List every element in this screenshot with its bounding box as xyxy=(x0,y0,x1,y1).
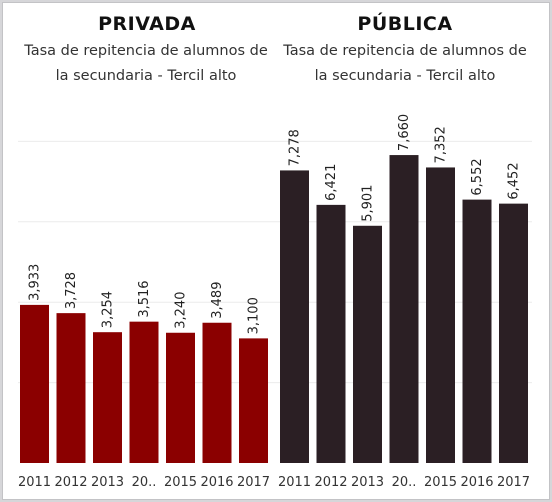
privada-bar xyxy=(129,321,159,463)
publica-x-tick-label: 2015 xyxy=(424,475,457,490)
privada-bar xyxy=(93,332,122,463)
publica-x-tick-label: 2013 xyxy=(351,475,384,490)
publica-value-label: 6,552 xyxy=(470,158,485,195)
privada-x-tick-label: 2017 xyxy=(237,475,270,490)
privada-bar xyxy=(20,304,49,463)
publica-subtitle-line: Tasa de repitencia de alumnos de xyxy=(282,43,527,59)
publica-bar xyxy=(316,204,346,463)
privada-subtitle-line: la secundaria - Tercil alto xyxy=(56,68,237,84)
privada-x-tick-label: 2013 xyxy=(91,475,124,490)
privada-bar xyxy=(56,313,86,463)
publica-bar xyxy=(389,155,419,463)
publica-bar xyxy=(280,170,309,464)
privada-value-label: 3,254 xyxy=(101,291,116,328)
publica-value-label: 6,452 xyxy=(507,162,522,199)
publica-title: PÚBLICA xyxy=(357,11,452,35)
privada-bar xyxy=(202,322,232,463)
privada-value-label: 3,516 xyxy=(137,280,152,317)
publica-value-label: 7,352 xyxy=(434,126,449,163)
privada-value-label: 3,933 xyxy=(28,264,43,301)
publica-x-tick-label: 2011 xyxy=(278,475,311,490)
publica-subtitle-line: la secundaria - Tercil alto xyxy=(315,68,496,84)
publica-bar xyxy=(499,203,528,464)
privada-bar xyxy=(166,332,195,463)
publica-bar xyxy=(353,225,382,463)
publica-x-tick-label: 2016 xyxy=(460,475,493,490)
privada-x-tick-label: 20.. xyxy=(132,475,157,490)
publica-bar xyxy=(462,199,492,463)
publica-x-tick-label: 20.. xyxy=(392,475,417,490)
publica-x-tick-label: 2017 xyxy=(497,475,530,490)
privada-value-label: 3,240 xyxy=(174,292,189,329)
privada-x-tick-label: 2012 xyxy=(54,475,87,490)
privada-value-label: 3,100 xyxy=(247,297,262,334)
publica-value-label: 5,901 xyxy=(361,185,376,222)
privada-value-label: 3,728 xyxy=(64,272,79,309)
publica-value-label: 7,278 xyxy=(288,129,303,166)
publica-value-label: 7,660 xyxy=(397,114,412,151)
privada-subtitle-line: Tasa de repitencia de alumnos de xyxy=(23,43,268,59)
privada-value-label: 3,489 xyxy=(210,282,225,319)
privada-title: PRIVADA xyxy=(98,13,196,35)
privada-x-tick-label: 2015 xyxy=(164,475,197,490)
publica-bar xyxy=(426,167,455,464)
privada-bar xyxy=(239,338,268,463)
publica-x-tick-label: 2012 xyxy=(314,475,347,490)
privada-x-tick-label: 2011 xyxy=(18,475,51,490)
privada-x-tick-label: 2016 xyxy=(200,475,233,490)
publica-value-label: 6,421 xyxy=(324,164,339,201)
